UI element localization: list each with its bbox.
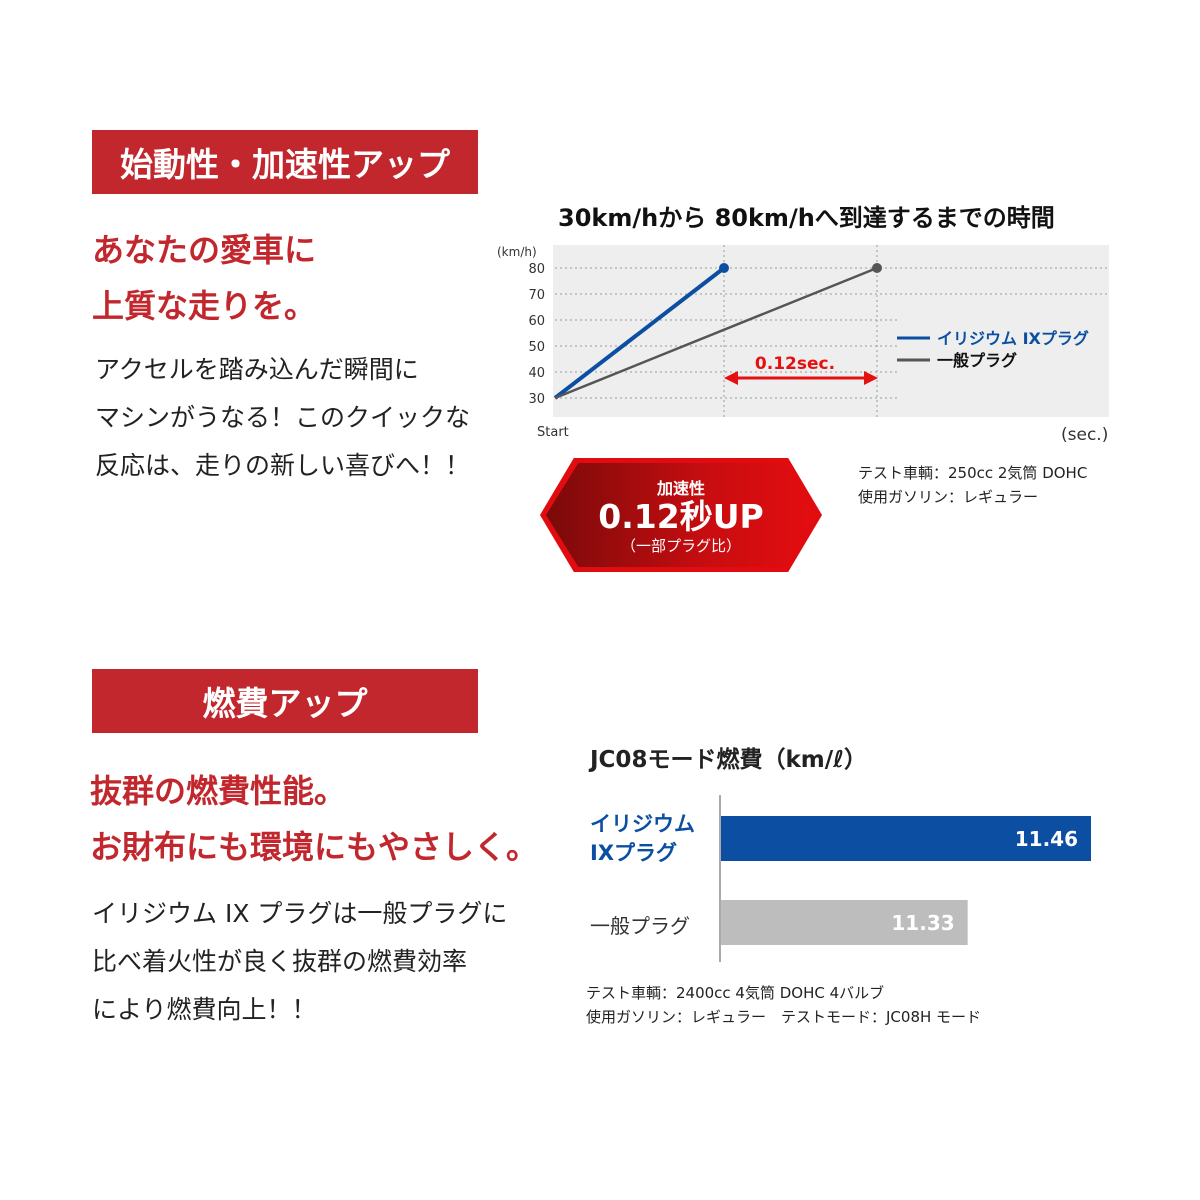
bar-chart-title: JC08モード燃費（km/ℓ） [590, 747, 867, 773]
body-line: により燃費向上！！ [92, 995, 317, 1024]
body-line: 反応は、走りの新しい喜びへ！！ [95, 451, 471, 480]
section1-body: アクセルを踏み込んだ瞬間に マシンがうなる！このクイックな 反応は、走りの新しい… [95, 346, 470, 490]
headline-line: あなたの愛車に [92, 231, 317, 269]
category-line: IXプラグ [590, 841, 678, 865]
series-line-1 [554, 266, 878, 400]
arrow-head-left [724, 371, 738, 385]
arrow-head-right [864, 371, 878, 385]
badge-label: 加速性 [656, 479, 705, 498]
bar-value-label: 11.46 [1015, 827, 1078, 851]
bar-1 [721, 900, 968, 945]
x-axis-label: (sec.) [1061, 425, 1108, 445]
bar-chart: 11.46 11.33 [719, 795, 1091, 962]
x-start-label: Start [537, 425, 569, 440]
acceleration-badge: 加速性 0.12秒UP （一部プラグ比） [546, 463, 816, 567]
category-line: イリジウム [590, 812, 695, 836]
badge-note: （一部プラグ比） [620, 537, 741, 555]
section1-notes: テスト車輌：250cc 2気筒 DOHC 使用ガソリン：レギュラー [858, 461, 1087, 509]
y-axis-label: (km/h) [497, 245, 537, 259]
section1-headline: あなたの愛車に 上質な走りを。 [92, 222, 316, 334]
section2-notes: テスト車輌：2400cc 4気筒 DOHC 4バルブ 使用ガソリン：レギュラー … [586, 981, 981, 1029]
y-tick-label: 80 [528, 262, 545, 277]
line-chart-title: 30km/hから 80km/hへ到達するまでの時間 [558, 204, 1055, 232]
body-line: マシンがうなる！このクイックな [95, 403, 471, 432]
body-line: イリジウム IX プラグは一般プラグに [92, 899, 508, 928]
note-line: 使用ガソリン：レギュラー [858, 488, 1039, 506]
y-tick-label: 30 [528, 392, 545, 407]
line-chart: 30 40 50 60 70 80 (km/h) Start (sec.) イリジウム I… [497, 245, 1109, 445]
note-line: テスト車輌：2400cc 4気筒 DOHC 4バルブ [586, 984, 885, 1002]
headline-line: 上質な走りを。 [92, 287, 317, 325]
bar-value-label: 11.33 [891, 911, 954, 935]
plot-area [553, 245, 1109, 417]
section1-banner: 始動性・加速性アップ [92, 130, 478, 194]
section2-body: イリジウム IX プラグは一般プラグに 比べ着火性が良く抜群の燃費効率 により燃… [92, 890, 507, 1034]
legend-label-iridium: イリジウム IXプラグ [937, 329, 1089, 348]
series-endpoint-0 [719, 263, 729, 273]
bar-0 [721, 816, 1091, 861]
series-endpoint-1 [872, 263, 882, 273]
y-tick-label: 50 [528, 340, 545, 355]
section2-banner: 燃費アップ [92, 669, 478, 733]
section2-headline: 抜群の燃費性能。 お財布にも環境にもやさしく。 [90, 763, 538, 875]
y-tick-label: 70 [528, 288, 545, 303]
note-line: テスト車輌：250cc 2気筒 DOHC [858, 464, 1088, 482]
headline-line: お財布にも環境にもやさしく。 [90, 828, 539, 866]
y-tick-label: 60 [528, 314, 545, 329]
y-tick-label: 40 [528, 366, 545, 381]
body-line: アクセルを踏み込んだ瞬間に [95, 355, 419, 384]
headline-line: 抜群の燃費性能。 [90, 772, 347, 810]
bar-category-general: 一般プラグ [590, 914, 690, 938]
bar-category-iridium: イリジウム IXプラグ [590, 810, 695, 868]
badge-value: 0.12秒UP [598, 497, 764, 536]
legend-label-general: 一般プラグ [937, 351, 1017, 370]
series-line-0 [553, 266, 726, 400]
body-line: 比べ着火性が良く抜群の燃費効率 [92, 947, 468, 976]
difference-label: 0.12sec. [755, 354, 835, 374]
note-line: 使用ガソリン：レギュラー テストモード：JC08H モード [586, 1008, 982, 1026]
